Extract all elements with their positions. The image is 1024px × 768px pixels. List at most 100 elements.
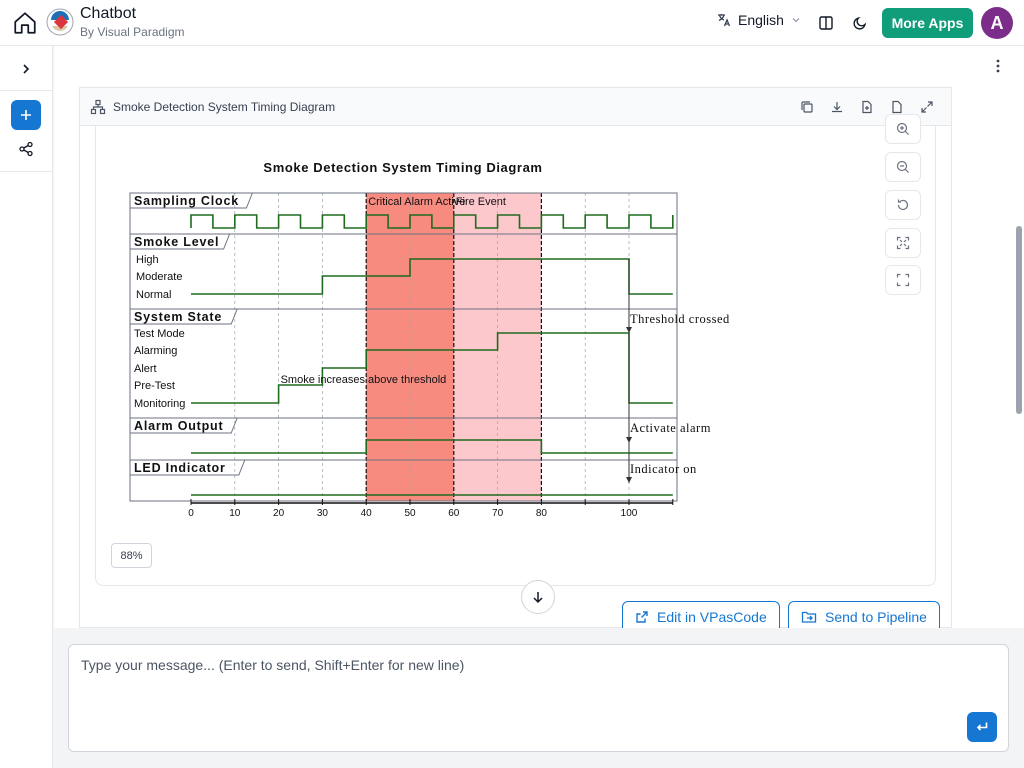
language-selector[interactable]: English: [716, 12, 802, 28]
x-tick-label: 100: [621, 508, 638, 519]
zoom-out-icon: [896, 160, 909, 173]
new-chat-button[interactable]: [11, 100, 41, 130]
edit-in-vpascode-button[interactable]: Edit in VPasCode: [622, 601, 780, 628]
zoom-in-icon: [896, 122, 909, 135]
lane-label: LED Indicator: [134, 461, 226, 475]
lane-label: Sampling Clock: [134, 194, 239, 208]
send-button[interactable]: [967, 712, 997, 742]
x-tick-label: 30: [317, 508, 329, 519]
expand-icon[interactable]: [918, 98, 936, 116]
highlight-label: Critical Alarm Active: [368, 196, 465, 208]
diagram-panel: Smoke Detection System Timing Diagram Cri…: [95, 114, 936, 586]
reset-icon: [897, 199, 909, 211]
more-apps-button[interactable]: More Apps: [882, 8, 973, 38]
state-label: Test Mode: [134, 328, 185, 340]
home-icon[interactable]: [10, 8, 40, 38]
zoom-out-button[interactable]: [885, 152, 921, 182]
copy-icon[interactable]: [798, 98, 816, 116]
arrow-down-icon: [533, 592, 543, 604]
translate-icon: [718, 14, 731, 27]
share-nodes-icon[interactable]: [15, 138, 37, 160]
message-input[interactable]: [69, 645, 1008, 751]
diagram-frame: [129, 192, 678, 502]
x-tick-label: 70: [492, 508, 504, 519]
reset-zoom-button[interactable]: [885, 190, 921, 220]
logo-icon: [46, 8, 74, 36]
enter-icon: [976, 722, 988, 731]
folder-arrow-icon: [801, 611, 817, 623]
x-tick-label: 50: [404, 508, 416, 519]
annotation-arrow: [626, 477, 632, 483]
chat-main: Smoke Detection System Timing Diagram Sm…: [54, 46, 1024, 628]
more-options-icon[interactable]: [988, 56, 1008, 76]
state-label: Alarming: [134, 345, 177, 357]
x-tick-label: 0: [188, 508, 194, 519]
zoom-in-button[interactable]: [885, 114, 921, 144]
lane-tab: [130, 308, 238, 325]
edit-label: Edit in VPasCode: [657, 609, 767, 625]
composer-area: [54, 628, 1024, 768]
highlight-band-0: [366, 193, 454, 501]
app-title: Chatbot: [80, 5, 137, 22]
state-label: Moderate: [136, 271, 182, 283]
state-label: High: [136, 254, 159, 266]
plus-icon: [21, 110, 31, 120]
lane-tab: [130, 417, 238, 434]
fullscreen-button[interactable]: [885, 265, 921, 295]
state-label: Pre-Test: [134, 380, 175, 392]
timing-diagram: Smoke Detection System Timing Diagram Cri…: [113, 143, 744, 531]
zoom-level: 88%: [111, 543, 152, 568]
annotation-label: Smoke increases above threshold: [281, 374, 447, 386]
lane-tab: [130, 459, 246, 476]
send-to-pipeline-button[interactable]: Send to Pipeline: [788, 601, 940, 628]
download-icon[interactable]: [828, 98, 846, 116]
diagram-title: Smoke Detection System Timing Diagram: [113, 100, 336, 114]
lane-label: Smoke Level: [134, 235, 219, 249]
app-subtitle: By Visual Paradigm: [80, 25, 185, 39]
x-tick-label: 20: [273, 508, 285, 519]
lane-label: System State: [134, 310, 222, 324]
sidebar-layout-icon[interactable]: [814, 11, 838, 35]
fit-screen-button[interactable]: [885, 228, 921, 258]
sidebar-divider: [0, 90, 53, 91]
annotation-arrow: [626, 327, 632, 333]
scrollbar[interactable]: [1016, 226, 1022, 414]
avatar[interactable]: A: [981, 7, 1013, 39]
diagram-card: Smoke Detection System Timing Diagram Sm…: [79, 87, 952, 628]
fit-icon: [896, 236, 910, 250]
composer: [68, 644, 1009, 752]
diagram-header: Smoke Detection System Timing Diagram: [80, 88, 951, 126]
x-tick-label: 40: [361, 508, 373, 519]
document-icon[interactable]: [888, 98, 906, 116]
highlight-label: Fire Event: [456, 196, 506, 208]
lane-tab: [130, 192, 253, 209]
chart-title: Smoke Detection System Timing Diagram: [263, 160, 542, 175]
annotation-arrow: [626, 437, 632, 443]
state-label: Normal: [136, 289, 171, 301]
moon-icon[interactable]: [848, 11, 872, 35]
x-tick-label: 80: [536, 508, 548, 519]
state-label: Alert: [134, 363, 157, 375]
sidebar-divider: [0, 171, 53, 172]
sidebar: [0, 46, 53, 768]
annotation-label: Activate alarm: [630, 421, 711, 435]
diagram-icon: [90, 99, 106, 115]
scroll-down-button[interactable]: [521, 580, 555, 614]
lane-tab: [130, 233, 231, 250]
language-label: English: [738, 12, 784, 28]
signal-sampling-clock: [190, 214, 674, 229]
file-plus-icon[interactable]: [858, 98, 876, 116]
chevron-down-icon: [792, 18, 800, 23]
annotation-label: Threshold crossed: [630, 312, 730, 326]
signal-alarm-output: [191, 439, 673, 454]
top-bar: Chatbot By Visual Paradigm English More …: [0, 0, 1024, 46]
external-link-icon: [636, 611, 648, 623]
state-label: Monitoring: [134, 398, 185, 410]
timing-diagram-svg: Smoke Detection System Timing Diagram Cri…: [129, 160, 730, 519]
annotation-label: Indicator on: [630, 462, 697, 476]
fullscreen-icon: [896, 273, 910, 287]
pipeline-label: Send to Pipeline: [825, 609, 927, 625]
chevron-right-icon[interactable]: [15, 58, 37, 80]
x-tick-label: 60: [448, 508, 460, 519]
lane-label: Alarm Output: [134, 419, 223, 433]
